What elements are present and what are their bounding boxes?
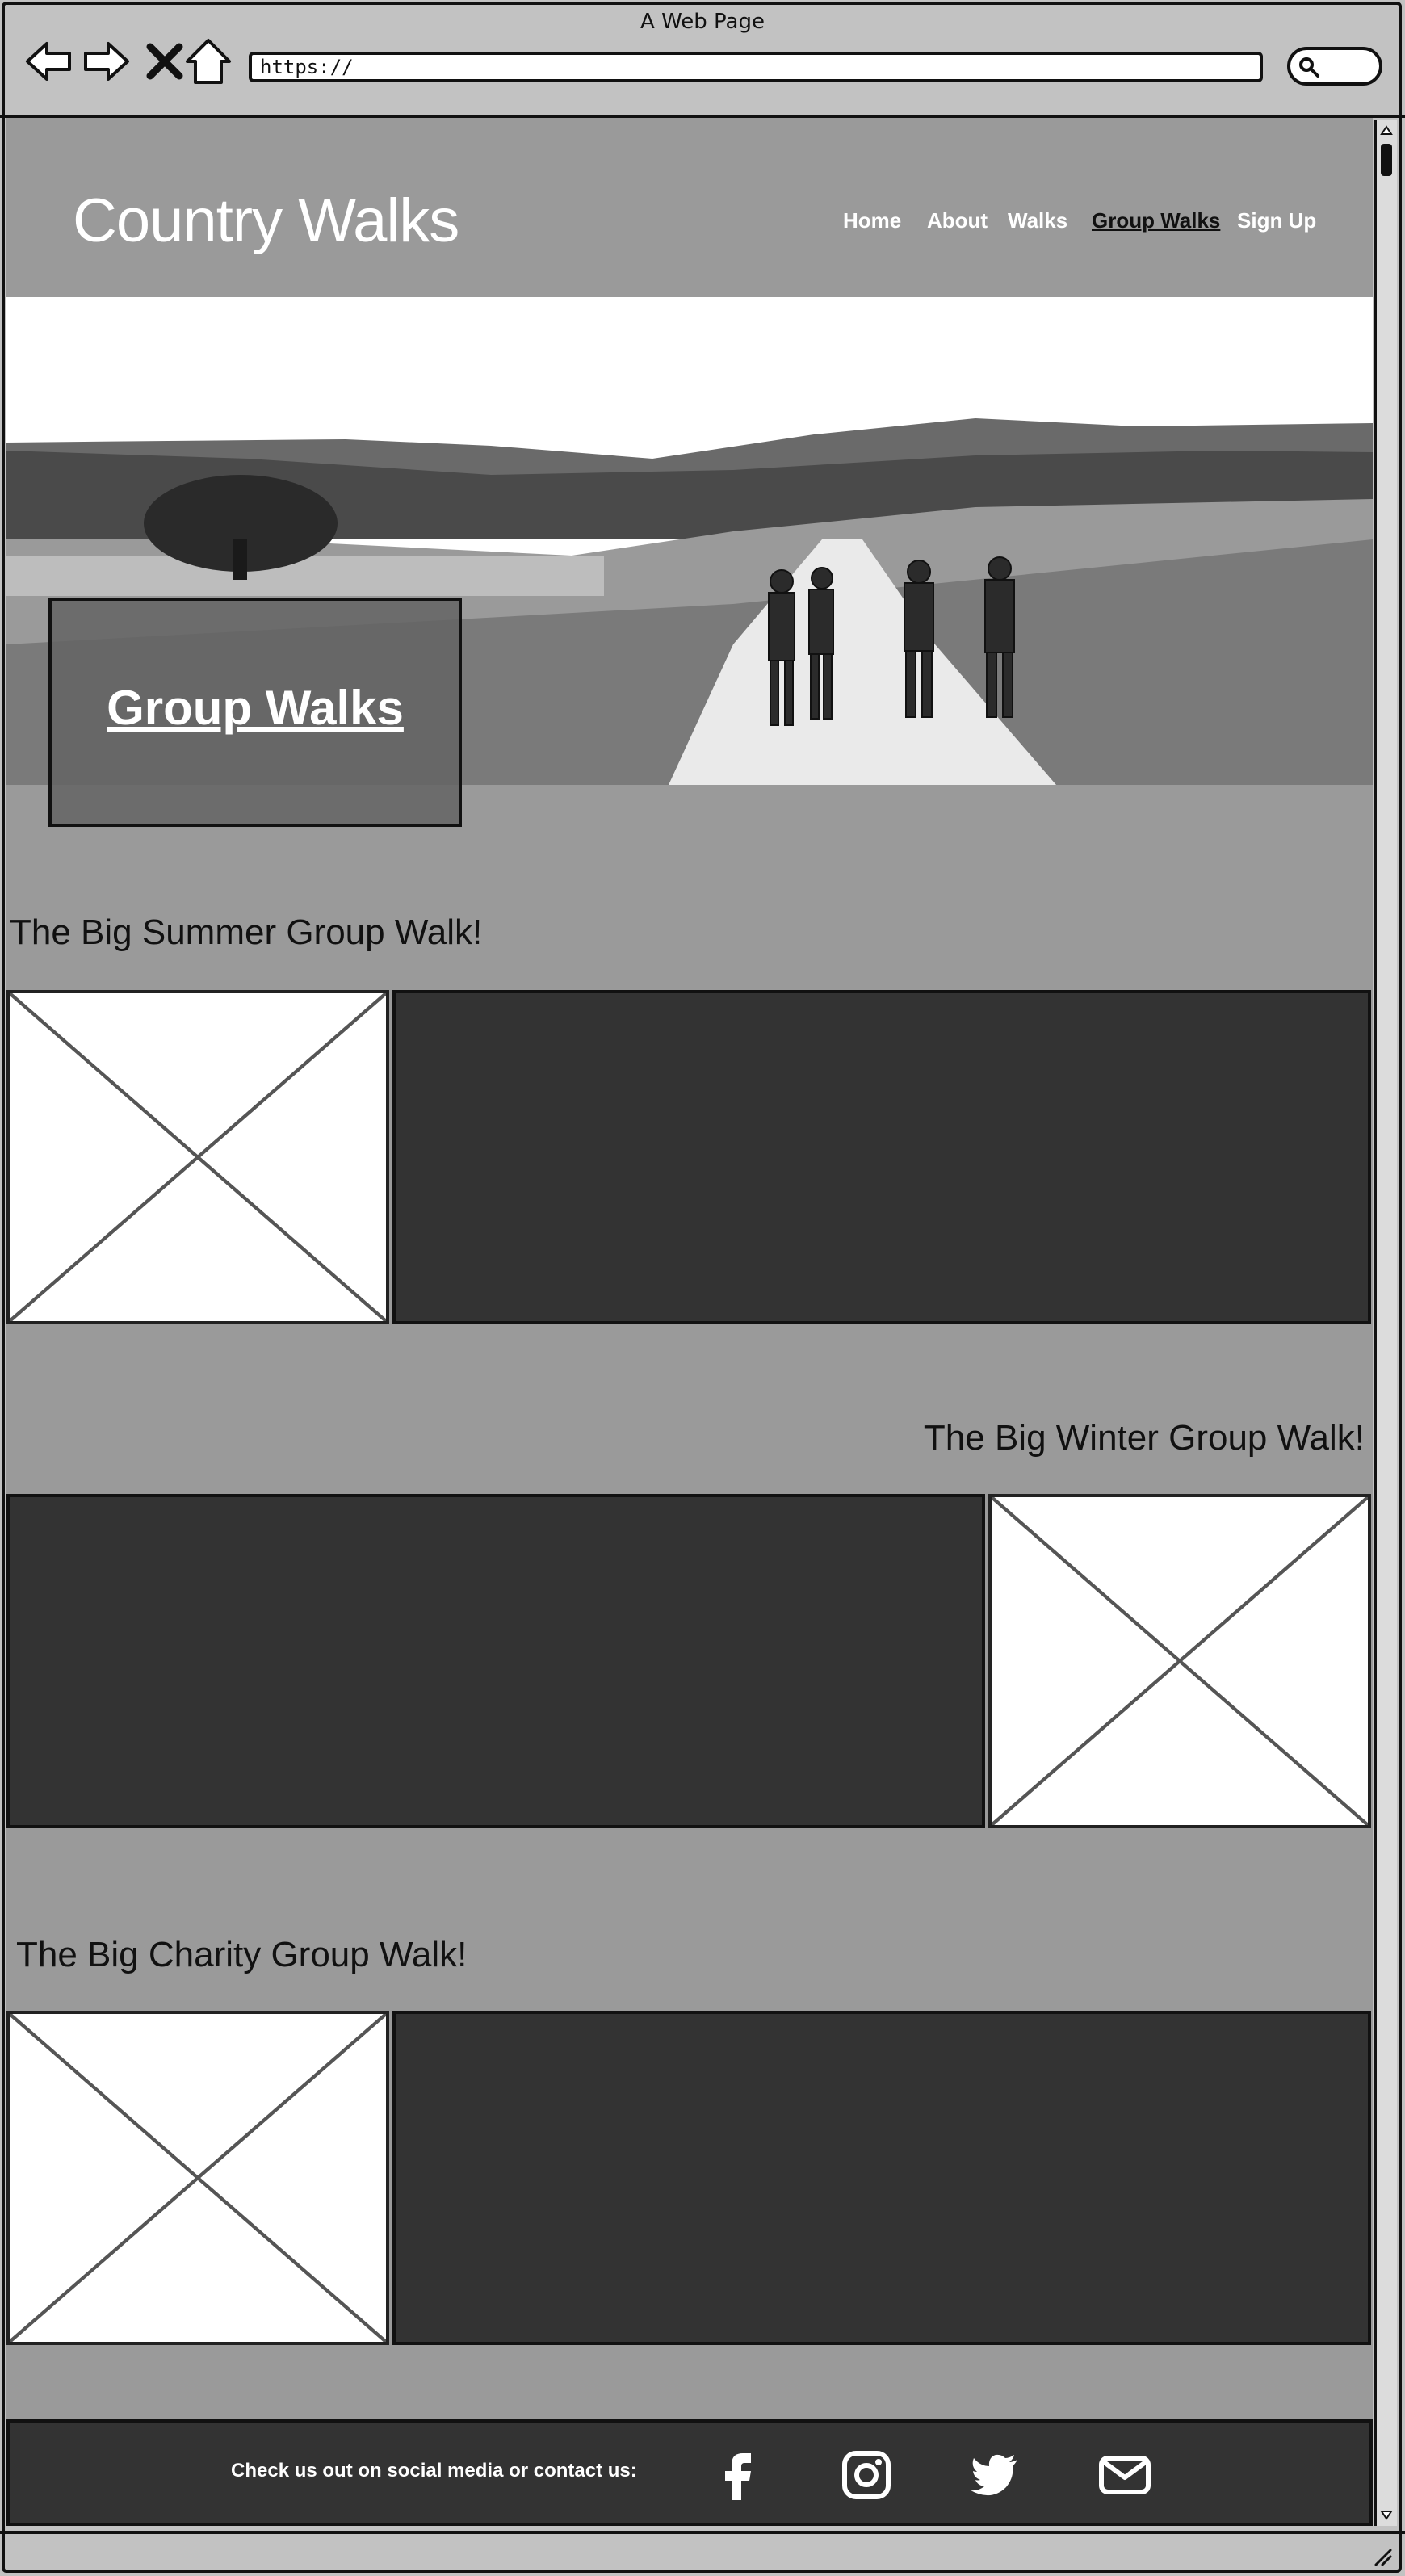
page-viewport: Country Walks Home About Walks Group Wal… bbox=[6, 118, 1373, 2526]
window-title: A Web Page bbox=[640, 10, 765, 34]
status-bar-divider bbox=[0, 2531, 1405, 2534]
close-icon[interactable] bbox=[139, 36, 191, 87]
section-title-charity: The Big Charity Group Walk! bbox=[16, 1935, 468, 1974]
site-title[interactable]: Country Walks bbox=[73, 187, 459, 255]
section-title-summer: The Big Summer Group Walk! bbox=[10, 913, 483, 952]
vertical-scrollbar[interactable] bbox=[1374, 120, 1397, 2526]
hero-caption-box: Group Walks bbox=[48, 598, 462, 827]
resize-grip-icon[interactable] bbox=[1369, 2544, 1394, 2568]
image-placeholder-icon bbox=[10, 993, 386, 1321]
site-footer: Check us out on social media or contact … bbox=[6, 2419, 1373, 2526]
image-placeholder-icon bbox=[10, 2014, 386, 2342]
instagram-icon[interactable] bbox=[838, 2447, 895, 2503]
nav-link-sign-up[interactable]: Sign Up bbox=[1237, 208, 1317, 233]
scroll-thumb[interactable] bbox=[1381, 144, 1392, 176]
section-title-winter: The Big Winter Group Walk! bbox=[923, 1418, 1365, 1458]
footer-text: Check us out on social media or contact … bbox=[231, 2460, 637, 2482]
search-icon bbox=[1299, 57, 1319, 78]
scroll-down-icon[interactable] bbox=[1378, 2507, 1395, 2523]
back-arrow-icon[interactable] bbox=[23, 36, 74, 87]
forward-arrow-icon[interactable] bbox=[81, 36, 132, 87]
image-placeholder-winter bbox=[988, 1494, 1371, 1828]
text-block-summer bbox=[392, 990, 1371, 1324]
nav-link-group-walks[interactable]: Group Walks bbox=[1092, 208, 1221, 233]
hero-heading[interactable]: Group Walks bbox=[107, 681, 404, 735]
chrome-divider bbox=[0, 115, 1405, 118]
nav-link-about[interactable]: About bbox=[927, 208, 988, 233]
url-input[interactable]: https:// bbox=[249, 52, 1263, 82]
scroll-up-icon[interactable] bbox=[1378, 123, 1395, 139]
site-header: Country Walks Home About Walks Group Wal… bbox=[6, 118, 1373, 297]
image-placeholder-charity bbox=[6, 2011, 389, 2345]
home-icon[interactable] bbox=[182, 36, 234, 87]
twitter-icon[interactable] bbox=[967, 2447, 1024, 2503]
facebook-icon[interactable] bbox=[711, 2447, 767, 2503]
text-block-charity bbox=[392, 2011, 1371, 2345]
text-block-winter bbox=[6, 1494, 985, 1828]
email-icon[interactable] bbox=[1097, 2447, 1153, 2503]
search-box[interactable] bbox=[1287, 47, 1382, 86]
image-placeholder-icon bbox=[992, 1497, 1368, 1825]
nav-link-home[interactable]: Home bbox=[843, 208, 902, 233]
nav-link-walks[interactable]: Walks bbox=[1008, 208, 1068, 233]
image-placeholder-summer bbox=[6, 990, 389, 1324]
